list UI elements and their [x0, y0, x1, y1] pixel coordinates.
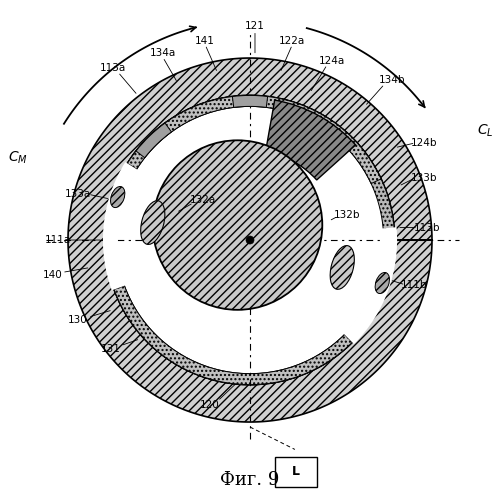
- Text: 132b: 132b: [334, 210, 360, 220]
- Text: 133a: 133a: [65, 189, 91, 199]
- Wedge shape: [128, 96, 381, 184]
- Text: $C_L$: $C_L$: [477, 122, 494, 138]
- Polygon shape: [68, 58, 432, 422]
- Text: 130: 130: [68, 315, 88, 325]
- Text: 122a: 122a: [280, 36, 305, 46]
- Text: Фиг. 9: Фиг. 9: [220, 472, 280, 490]
- Ellipse shape: [375, 272, 390, 293]
- Text: $C_M$: $C_M$: [8, 150, 28, 166]
- Text: 124a: 124a: [319, 56, 345, 66]
- Circle shape: [153, 140, 322, 310]
- Wedge shape: [114, 286, 352, 384]
- Polygon shape: [106, 96, 395, 385]
- Ellipse shape: [110, 186, 125, 208]
- Text: 113b: 113b: [414, 222, 440, 232]
- Ellipse shape: [330, 246, 354, 290]
- Text: 120: 120: [200, 400, 220, 409]
- Text: 111a: 111a: [45, 235, 71, 245]
- FancyBboxPatch shape: [275, 457, 318, 487]
- Ellipse shape: [140, 200, 165, 244]
- Wedge shape: [136, 123, 172, 158]
- Text: 140: 140: [43, 270, 63, 280]
- Wedge shape: [344, 227, 397, 344]
- Text: 121: 121: [245, 20, 265, 30]
- Text: 133b: 133b: [412, 172, 438, 182]
- Circle shape: [106, 96, 395, 385]
- Wedge shape: [266, 100, 356, 180]
- Circle shape: [246, 236, 254, 244]
- Text: 113a: 113a: [100, 63, 126, 73]
- Wedge shape: [103, 162, 138, 290]
- Text: 111b: 111b: [402, 280, 428, 290]
- Text: 134b: 134b: [379, 76, 406, 86]
- Wedge shape: [232, 96, 268, 108]
- Text: 132a: 132a: [190, 195, 216, 205]
- Text: 141: 141: [195, 36, 215, 46]
- Text: L: L: [292, 466, 300, 478]
- Text: 124b: 124b: [412, 138, 438, 148]
- Text: 134a: 134a: [150, 48, 176, 58]
- Text: 131: 131: [100, 344, 120, 353]
